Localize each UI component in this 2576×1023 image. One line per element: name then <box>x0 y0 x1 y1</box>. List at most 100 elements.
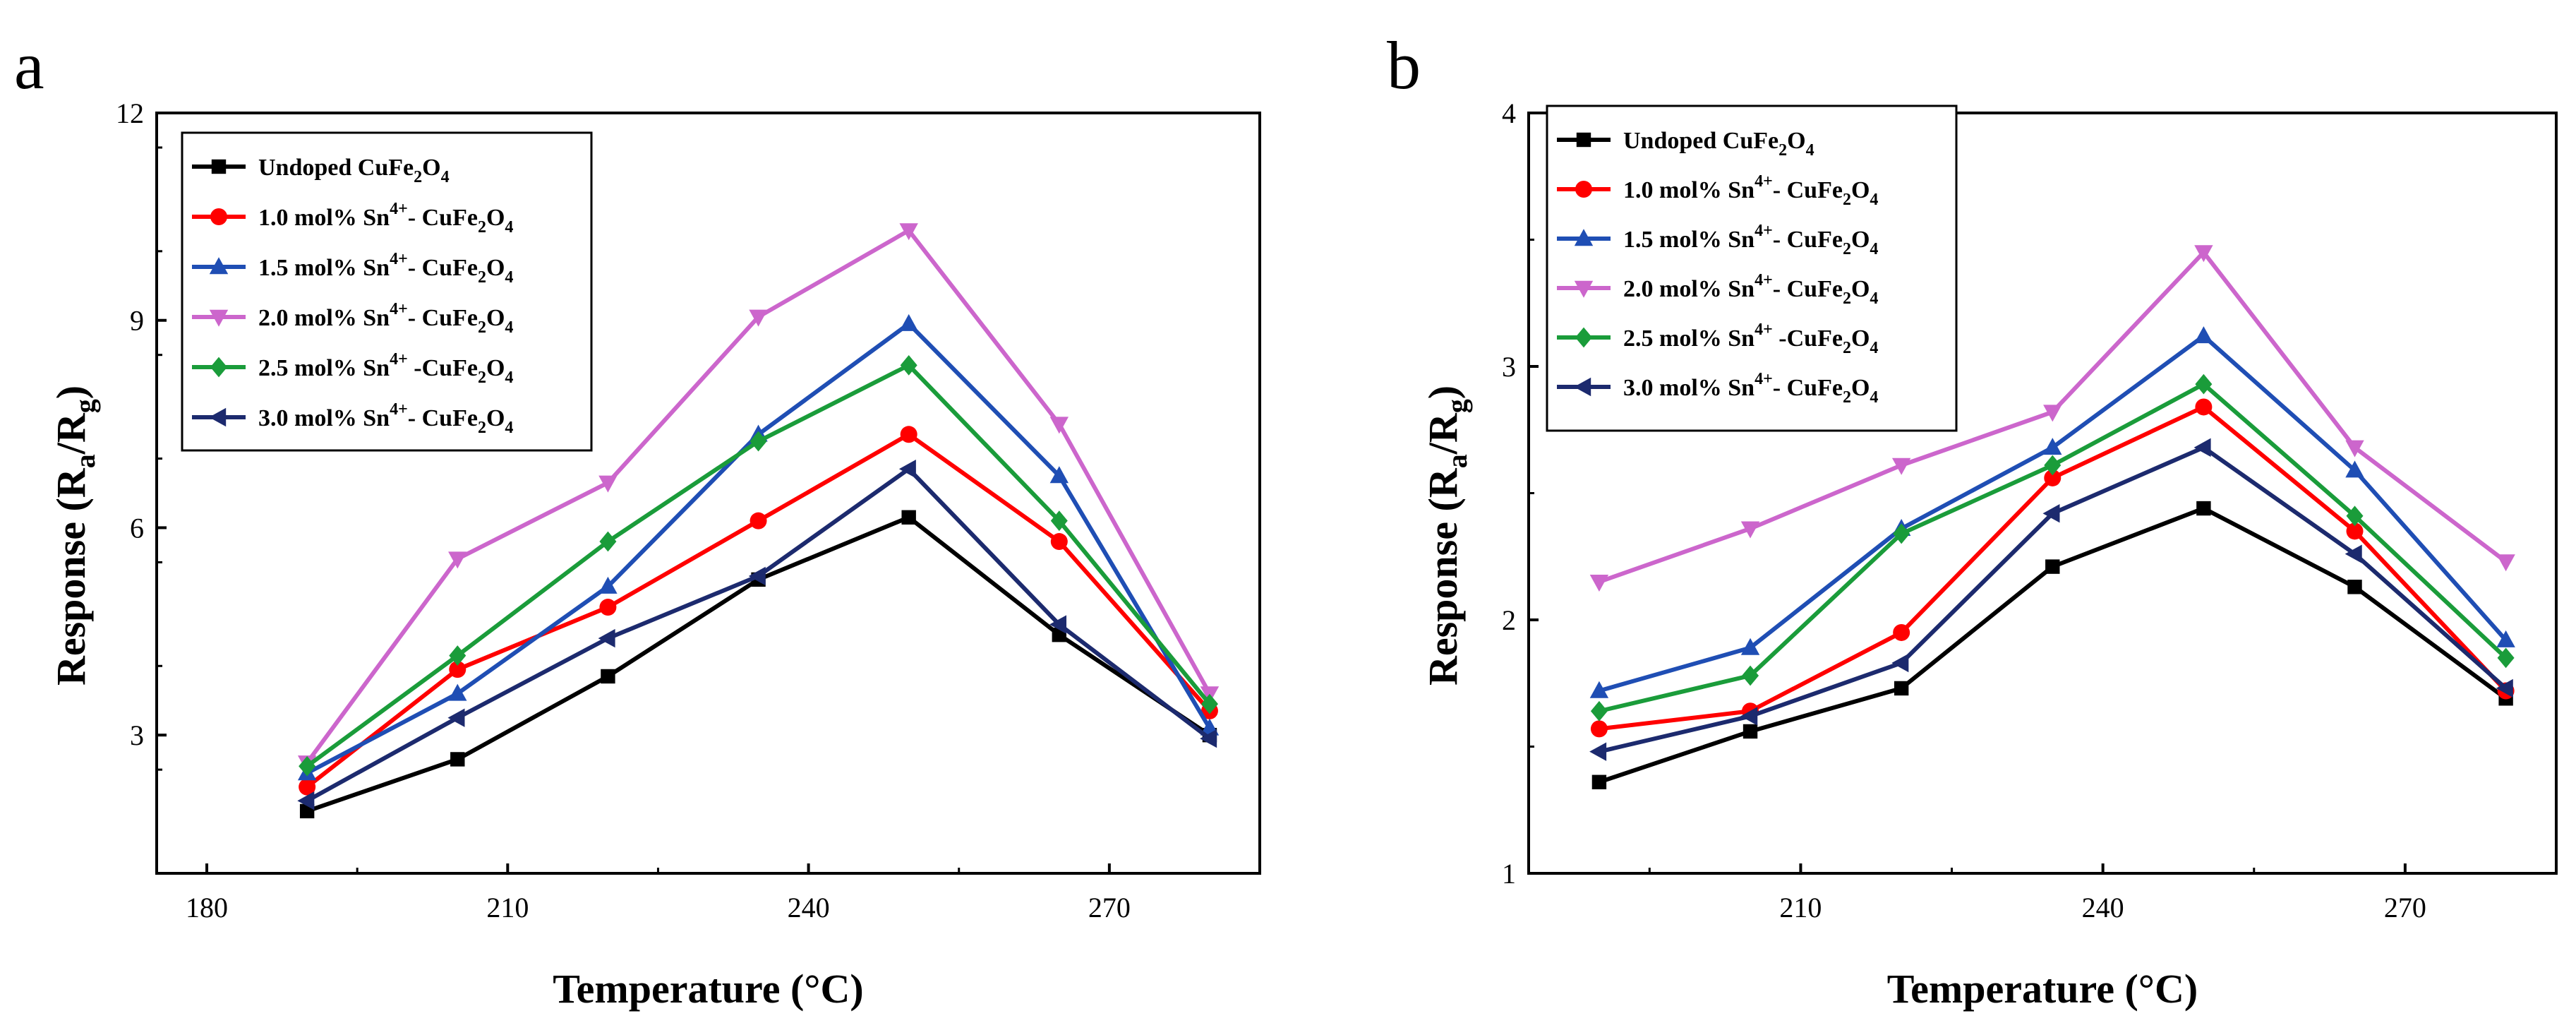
data-point <box>2044 469 2062 486</box>
data-point <box>899 313 918 331</box>
data-point <box>599 531 617 552</box>
data-point <box>599 599 617 616</box>
data-point <box>1591 774 1607 789</box>
data-point <box>449 661 467 678</box>
data-point <box>901 510 916 525</box>
legend-item: 3.0 mol% Sn4+- CuFe2O4 <box>192 400 513 437</box>
data-point <box>1050 533 1068 551</box>
data-point <box>450 752 465 767</box>
y-tick-label: 3 <box>1502 351 1516 383</box>
series-4 <box>297 223 1220 773</box>
x-tick-label: 240 <box>2082 892 2124 923</box>
legend-item: 2.5 mol% Sn4+ -CuFe2O4 <box>192 350 513 387</box>
data-point <box>1589 742 1607 761</box>
data-point <box>2497 647 2515 669</box>
data-point <box>598 576 618 594</box>
legend-label: 1.5 mol% Sn4+- CuFe2O4 <box>258 250 513 287</box>
data-point <box>601 669 615 684</box>
data-point <box>2043 405 2062 422</box>
x-tick-label: 210 <box>1779 892 1822 923</box>
legend-marker <box>209 257 229 275</box>
x-tick-label: 210 <box>486 892 529 923</box>
data-point <box>1590 720 1608 738</box>
x-tick-label: 240 <box>788 892 830 923</box>
data-point <box>1893 523 1910 544</box>
data-point <box>299 755 316 777</box>
legend-marker <box>1575 327 1592 348</box>
data-point <box>2044 455 2062 476</box>
series-2 <box>299 426 1218 796</box>
data-point <box>1589 574 1609 592</box>
data-point <box>2345 440 2364 457</box>
legend-item: 2.0 mol% Sn4+- CuFe2O4 <box>1557 271 1878 308</box>
series-3 <box>1589 326 2515 698</box>
legend-label: 1.0 mol% Sn4+- CuFe2O4 <box>258 200 513 237</box>
data-point <box>2043 438 2062 455</box>
y-axis-title: Response (Ra/Rg) <box>48 385 101 686</box>
data-point <box>1894 681 1909 696</box>
legend-marker <box>209 407 227 427</box>
legend-marker <box>211 159 227 174</box>
data-point <box>2042 504 2060 523</box>
x-axis-title: Temperature (°C) <box>553 966 863 1012</box>
data-point <box>1742 665 1759 686</box>
plot-frame <box>155 112 1261 875</box>
x-tick-label: 270 <box>1088 892 1131 923</box>
panel-letter: b <box>1387 28 1421 103</box>
data-point <box>1891 653 1909 673</box>
legend-item: 2.0 mol% Sn4+- CuFe2O4 <box>192 300 513 337</box>
legend-marker <box>1576 132 1591 148</box>
series-1 <box>1591 501 2513 789</box>
legend-label: 3.0 mol% Sn4+- CuFe2O4 <box>258 400 513 437</box>
data-point <box>900 354 917 376</box>
legend-marker <box>210 357 227 378</box>
data-point <box>899 223 918 241</box>
data-point <box>1200 729 1217 748</box>
data-point <box>2193 438 2211 457</box>
data-point <box>1743 724 1758 739</box>
data-point <box>449 645 467 666</box>
data-point <box>1891 457 1911 475</box>
legend-label: Undoped CuFe2O4 <box>258 155 450 186</box>
chart-panel-b: b 210 240 270 1 2 3 4 Temperature (°C) Response (… <box>1387 28 2558 1012</box>
data-point <box>1200 693 1218 714</box>
x-axis-title: Temperature (°C) <box>1887 966 2198 1012</box>
series-5 <box>299 354 1218 777</box>
data-point <box>1893 623 1910 641</box>
legend-marker <box>209 309 229 327</box>
series-5 <box>1590 373 2515 722</box>
legend: Undoped CuFe2O4 1.0 mol% Sn4+- CuFe2O4 1.5… <box>1546 104 1958 432</box>
y-tick-label: 3 <box>130 719 144 751</box>
legend-item: Undoped CuFe2O4 <box>1557 128 1814 160</box>
data-point <box>2347 580 2362 594</box>
legend-item: 2.5 mol% Sn4+ -CuFe2O4 <box>1557 321 1878 357</box>
legend-item: 3.0 mol% Sn4+- CuFe2O4 <box>1557 370 1878 407</box>
data-point <box>1049 615 1067 634</box>
legend-marker <box>1574 229 1594 246</box>
data-point <box>1740 707 1758 726</box>
legend-label: 1.0 mol% Sn4+- CuFe2O4 <box>1623 172 1878 209</box>
legend-marker <box>1574 280 1594 298</box>
legend-marker <box>1575 181 1592 198</box>
legend-item: 1.0 mol% Sn4+- CuFe2O4 <box>1557 172 1878 209</box>
series-6 <box>1589 438 2513 761</box>
data-point <box>598 628 615 648</box>
data-point <box>750 512 767 530</box>
series-1 <box>299 510 1217 819</box>
series-4 <box>1589 245 2515 592</box>
legend-label: 3.0 mol% Sn4+- CuFe2O4 <box>1623 370 1878 407</box>
series-line <box>306 432 1212 789</box>
series-6 <box>297 460 1217 810</box>
legend-item: 1.0 mol% Sn4+- CuFe2O4 <box>192 200 513 237</box>
data-point <box>1050 510 1068 532</box>
data-point <box>2194 326 2213 344</box>
legend-marker <box>210 208 227 225</box>
data-point <box>748 566 766 586</box>
data-point <box>1049 417 1069 434</box>
data-point <box>297 791 315 810</box>
y-tick-label: 12 <box>116 97 144 129</box>
legend-label: 2.5 mol% Sn4+ -CuFe2O4 <box>1623 321 1878 357</box>
data-point <box>598 475 618 493</box>
data-point <box>448 683 467 701</box>
x-tick-label: 270 <box>2384 892 2426 923</box>
